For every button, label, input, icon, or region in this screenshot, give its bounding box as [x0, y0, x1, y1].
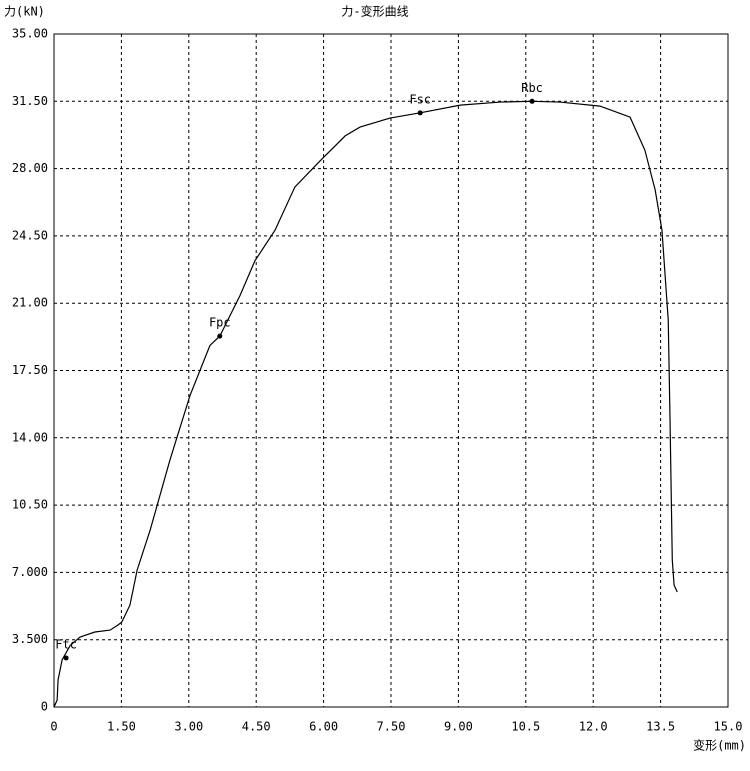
data-line	[53, 100, 678, 708]
x-tick-label: 13.5	[646, 720, 675, 734]
marker-point	[529, 98, 535, 104]
plot-frame	[53, 33, 729, 708]
x-tick-label: 10.5	[511, 720, 540, 734]
marker-point	[63, 655, 69, 661]
y-tick-label: 10.50	[12, 498, 48, 512]
y-tick-label: 0	[41, 700, 48, 714]
x-tick-label: 1.50	[107, 720, 136, 734]
y-axis-label: 力(kN)	[4, 5, 45, 19]
y-tick-label: 31.50	[12, 94, 48, 108]
y-tick-label: 28.00	[12, 161, 48, 175]
x-tick-label: 9.00	[444, 720, 473, 734]
x-tick-label: 7.50	[377, 720, 406, 734]
chart-title: 力-变形曲线	[341, 4, 408, 19]
y-tick-label: 7.000	[12, 565, 48, 579]
y-tick-label: 24.50	[12, 228, 48, 242]
marker-label: Fsc	[409, 92, 431, 106]
y-tick-label: 17.50	[12, 363, 48, 377]
x-tick-label: 15.0	[714, 720, 743, 734]
x-tick-label: 12.0	[579, 720, 608, 734]
x-tick-label: 6.00	[309, 720, 338, 734]
y-tick-label: 14.00	[12, 430, 48, 444]
marker-label: Ftc	[55, 637, 77, 651]
x-tick-label: 4.50	[242, 720, 271, 734]
y-tick-label: 3.500	[12, 632, 48, 646]
x-axis-label: 变形(mm)	[693, 738, 746, 753]
x-tick-label: 0	[50, 720, 57, 734]
marker-label: Fpc	[209, 316, 231, 330]
marker-point	[417, 110, 423, 116]
x-tick-label: 3.00	[174, 720, 203, 734]
marker-label: Rbc	[521, 81, 543, 95]
y-tick-label: 35.00	[12, 27, 48, 41]
y-tick-label: 21.00	[12, 296, 48, 310]
marker-point	[217, 333, 223, 339]
